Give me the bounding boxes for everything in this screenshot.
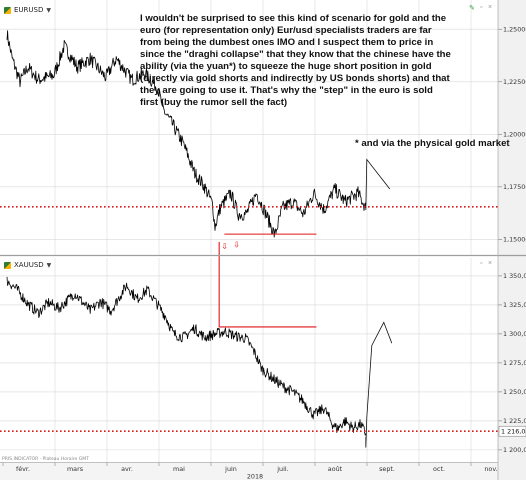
xauusd-last-price-label: 1 216,08: [501, 428, 526, 436]
annotation-side-text: * and via the physical gold market: [355, 138, 510, 149]
footer-note: PRIS.INDICATOR · Plateau Horaire GMT: [2, 456, 89, 462]
eurusd-y-tick-label: 1,17500: [503, 183, 526, 191]
xauusd-y-tick-label: 1 250,00: [503, 388, 526, 396]
xauusd-y-tick-label: 1 300,00: [503, 330, 526, 338]
xauusd-y-tick-label: 1 350,00: [503, 272, 526, 280]
x-tick-label: août: [328, 465, 343, 473]
currency-pair-icon: [4, 261, 11, 269]
eurusd-y-tick-label: 1,15000: [503, 236, 526, 244]
eurusd-y-tick-label: 1,22500: [503, 78, 526, 86]
x-tick-label: oct.: [433, 465, 445, 473]
eurusd-price-line: [6, 30, 367, 238]
price-axis-panel: [498, 0, 526, 480]
xauusd-y-tick-label: 1 225,00: [503, 417, 526, 425]
caret-down-icon[interactable]: ▼: [46, 6, 51, 14]
xauusd-y-tick-label: 1 275,00: [503, 359, 526, 367]
eurusd-panel-label[interactable]: EURUSD ▼: [4, 6, 51, 14]
xauusd-price-line: [6, 276, 367, 436]
close-icon[interactable]: ×: [488, 4, 493, 11]
annotation-main-text: I wouldn't be surprised to see this kind…: [140, 13, 451, 108]
currency-pair-icon: [4, 6, 11, 14]
eurusd-y-tick-label: 1,20000: [503, 131, 526, 139]
hand-arrow-marker-2: ⇩: [233, 240, 240, 249]
restore-icon[interactable]: ▫: [480, 260, 483, 267]
restore-icon[interactable]: ▫: [480, 4, 483, 11]
caret-down-icon[interactable]: ▼: [46, 261, 52, 269]
xauusd-last-price-box: [498, 425, 526, 437]
x-tick-label: nov.: [484, 465, 497, 473]
eurusd-symbol: EURUSD: [14, 6, 44, 14]
x-axis-year-label: 2018: [247, 473, 263, 480]
xauusd-y-tick-label: 1 325,00: [503, 301, 526, 309]
eurusd-scenario-projection: [365, 158, 391, 210]
hand-arrow-marker-1: ⇩: [221, 242, 228, 251]
xauusd-scenario-projection: [365, 321, 393, 448]
x-tick-label: mars: [67, 465, 84, 473]
pencil-icon[interactable]: ✎: [469, 5, 475, 12]
x-tick-label: févr.: [16, 465, 30, 473]
x-tick-label: juin: [224, 465, 237, 473]
eurusd-y-tick-label: 1,25000: [503, 25, 526, 33]
x-tick-label: mai: [173, 465, 185, 473]
xauusd-panel-label[interactable]: XAUUSD ▼: [4, 261, 52, 269]
xauusd-symbol: XAUUSD: [14, 261, 44, 269]
x-tick-label: juil.: [276, 465, 288, 473]
x-tick-label: avr.: [121, 465, 133, 473]
time-axis-panel: [0, 462, 498, 480]
close-icon[interactable]: ×: [488, 260, 493, 267]
xauusd-y-tick-label: 1 200,00: [503, 446, 526, 454]
x-tick-label: sept.: [379, 465, 395, 473]
